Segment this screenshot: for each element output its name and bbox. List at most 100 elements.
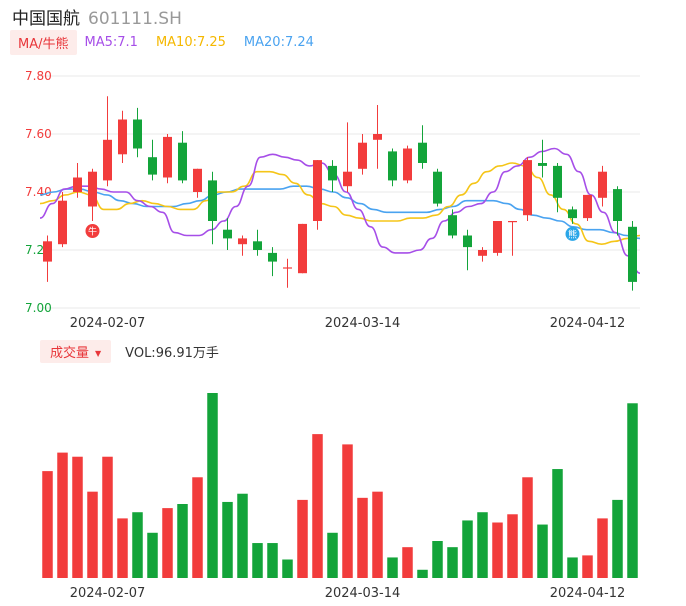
volume-x-tick-label: 2024-04-12 [550,586,626,601]
candle-body[interactable] [493,221,502,253]
ma5-line [39,147,641,274]
candle-body[interactable] [163,136,172,178]
candle-body[interactable] [268,252,277,262]
candle-body[interactable] [73,177,82,193]
signal-marker [85,224,100,238]
indicator-selector[interactable]: MA/牛熊 [10,29,77,55]
candle-body[interactable] [223,229,232,239]
volume-bar[interactable] [237,493,248,578]
candle-body[interactable] [58,200,67,245]
volume-bar[interactable] [627,403,638,578]
candle-body[interactable] [133,119,142,149]
volume-bar[interactable] [57,452,68,578]
candle-body[interactable] [193,168,202,192]
volume-bar[interactable] [42,471,53,578]
ma5-legend: MA5:7.1 [84,34,138,50]
y-tick-label: 7.60 [25,127,52,141]
volume-bar[interactable] [132,512,143,578]
volume-x-tick-label: 2024-02-07 [70,586,146,601]
volume-bar[interactable] [492,522,503,579]
candle-body[interactable] [628,226,637,282]
volume-bar[interactable] [222,501,233,578]
volume-bar[interactable] [417,569,428,578]
volume-bar[interactable] [522,477,533,578]
volume-bar[interactable] [567,557,578,578]
volume-bar[interactable] [447,547,458,578]
chevron-down-icon: ▼ [95,348,102,358]
candle-body[interactable] [553,165,562,198]
y-tick-label: 7.00 [25,301,52,315]
volume-bar[interactable] [312,434,323,578]
volume-bar[interactable] [72,456,83,578]
candle-body[interactable] [238,238,247,245]
candle-body[interactable] [508,221,517,223]
candle-body[interactable] [253,241,262,250]
candle-body[interactable] [298,223,307,274]
candle-body[interactable] [568,209,577,219]
ma-legend: MA/牛熊 MA5:7.1 MA10:7.25 MA20:7.24 [10,29,332,55]
volume-bar[interactable] [117,518,128,578]
volume-bar[interactable] [537,524,548,578]
candle-body[interactable] [43,241,52,262]
signal-marker-label: 牛 [88,226,97,238]
candle-body[interactable] [328,165,337,181]
volume-bar[interactable] [252,543,263,578]
candle-body[interactable] [613,189,622,221]
volume-value: VOL:96.91万手 [125,345,219,361]
candle-body[interactable] [118,119,127,155]
candle-body[interactable] [463,235,472,248]
volume-bar[interactable] [267,543,278,578]
volume-bar[interactable] [402,547,413,578]
y-tick-label: 7.40 [25,185,52,199]
candle-body[interactable] [373,134,382,140]
volume-bar[interactable] [357,497,368,578]
candle-body[interactable] [433,171,442,204]
volume-bar[interactable] [87,491,98,578]
candle-body[interactable] [478,250,487,256]
candle-body[interactable] [538,163,547,166]
stock-name: 中国国航 [12,9,80,29]
volume-bar[interactable] [387,557,398,578]
candle-body[interactable] [148,157,157,175]
volume-bar[interactable] [612,499,623,578]
candle-body[interactable] [208,180,217,221]
volume-bar[interactable] [552,469,563,578]
volume-bar[interactable] [432,541,443,578]
candle-body[interactable] [403,148,412,181]
candle-body[interactable] [88,171,97,207]
candle-body[interactable] [313,160,322,221]
candle-body[interactable] [178,142,187,181]
candle-body[interactable] [523,160,532,216]
candle-body[interactable] [598,171,607,198]
volume-bar[interactable] [282,559,293,579]
volume-bar[interactable] [162,508,173,578]
candle-body[interactable] [103,139,112,181]
ma10-legend: MA10:7.25 [155,34,226,50]
volume-bar[interactable] [327,532,338,578]
candle-body[interactable] [583,194,592,219]
candle-body[interactable] [448,215,457,236]
volume-bar[interactable] [597,518,608,578]
stock-header: 中国国航 601111.SH [12,4,182,29]
volume-bar[interactable] [372,491,383,578]
candle-body[interactable] [343,171,352,187]
candle-body[interactable] [418,142,427,163]
volume-bar[interactable] [462,520,473,578]
volume-indicator-selector[interactable]: 成交量 ▼ [40,339,112,363]
candle-body[interactable] [358,142,367,169]
volume-bar[interactable] [297,499,308,578]
volume-bar[interactable] [477,512,488,578]
ma20-line [39,185,641,240]
volume-bar[interactable] [177,504,188,578]
volume-bar[interactable] [102,456,113,578]
volume-bar[interactable] [147,532,158,578]
signal-marker [565,226,580,241]
candle-body[interactable] [283,267,292,269]
volume-bar[interactable] [342,444,353,578]
volume-bar[interactable] [507,514,518,578]
volume-bar[interactable] [192,477,203,578]
volume-bar[interactable] [582,555,593,578]
candle-body[interactable] [388,151,397,181]
volume-bar[interactable] [207,393,218,578]
